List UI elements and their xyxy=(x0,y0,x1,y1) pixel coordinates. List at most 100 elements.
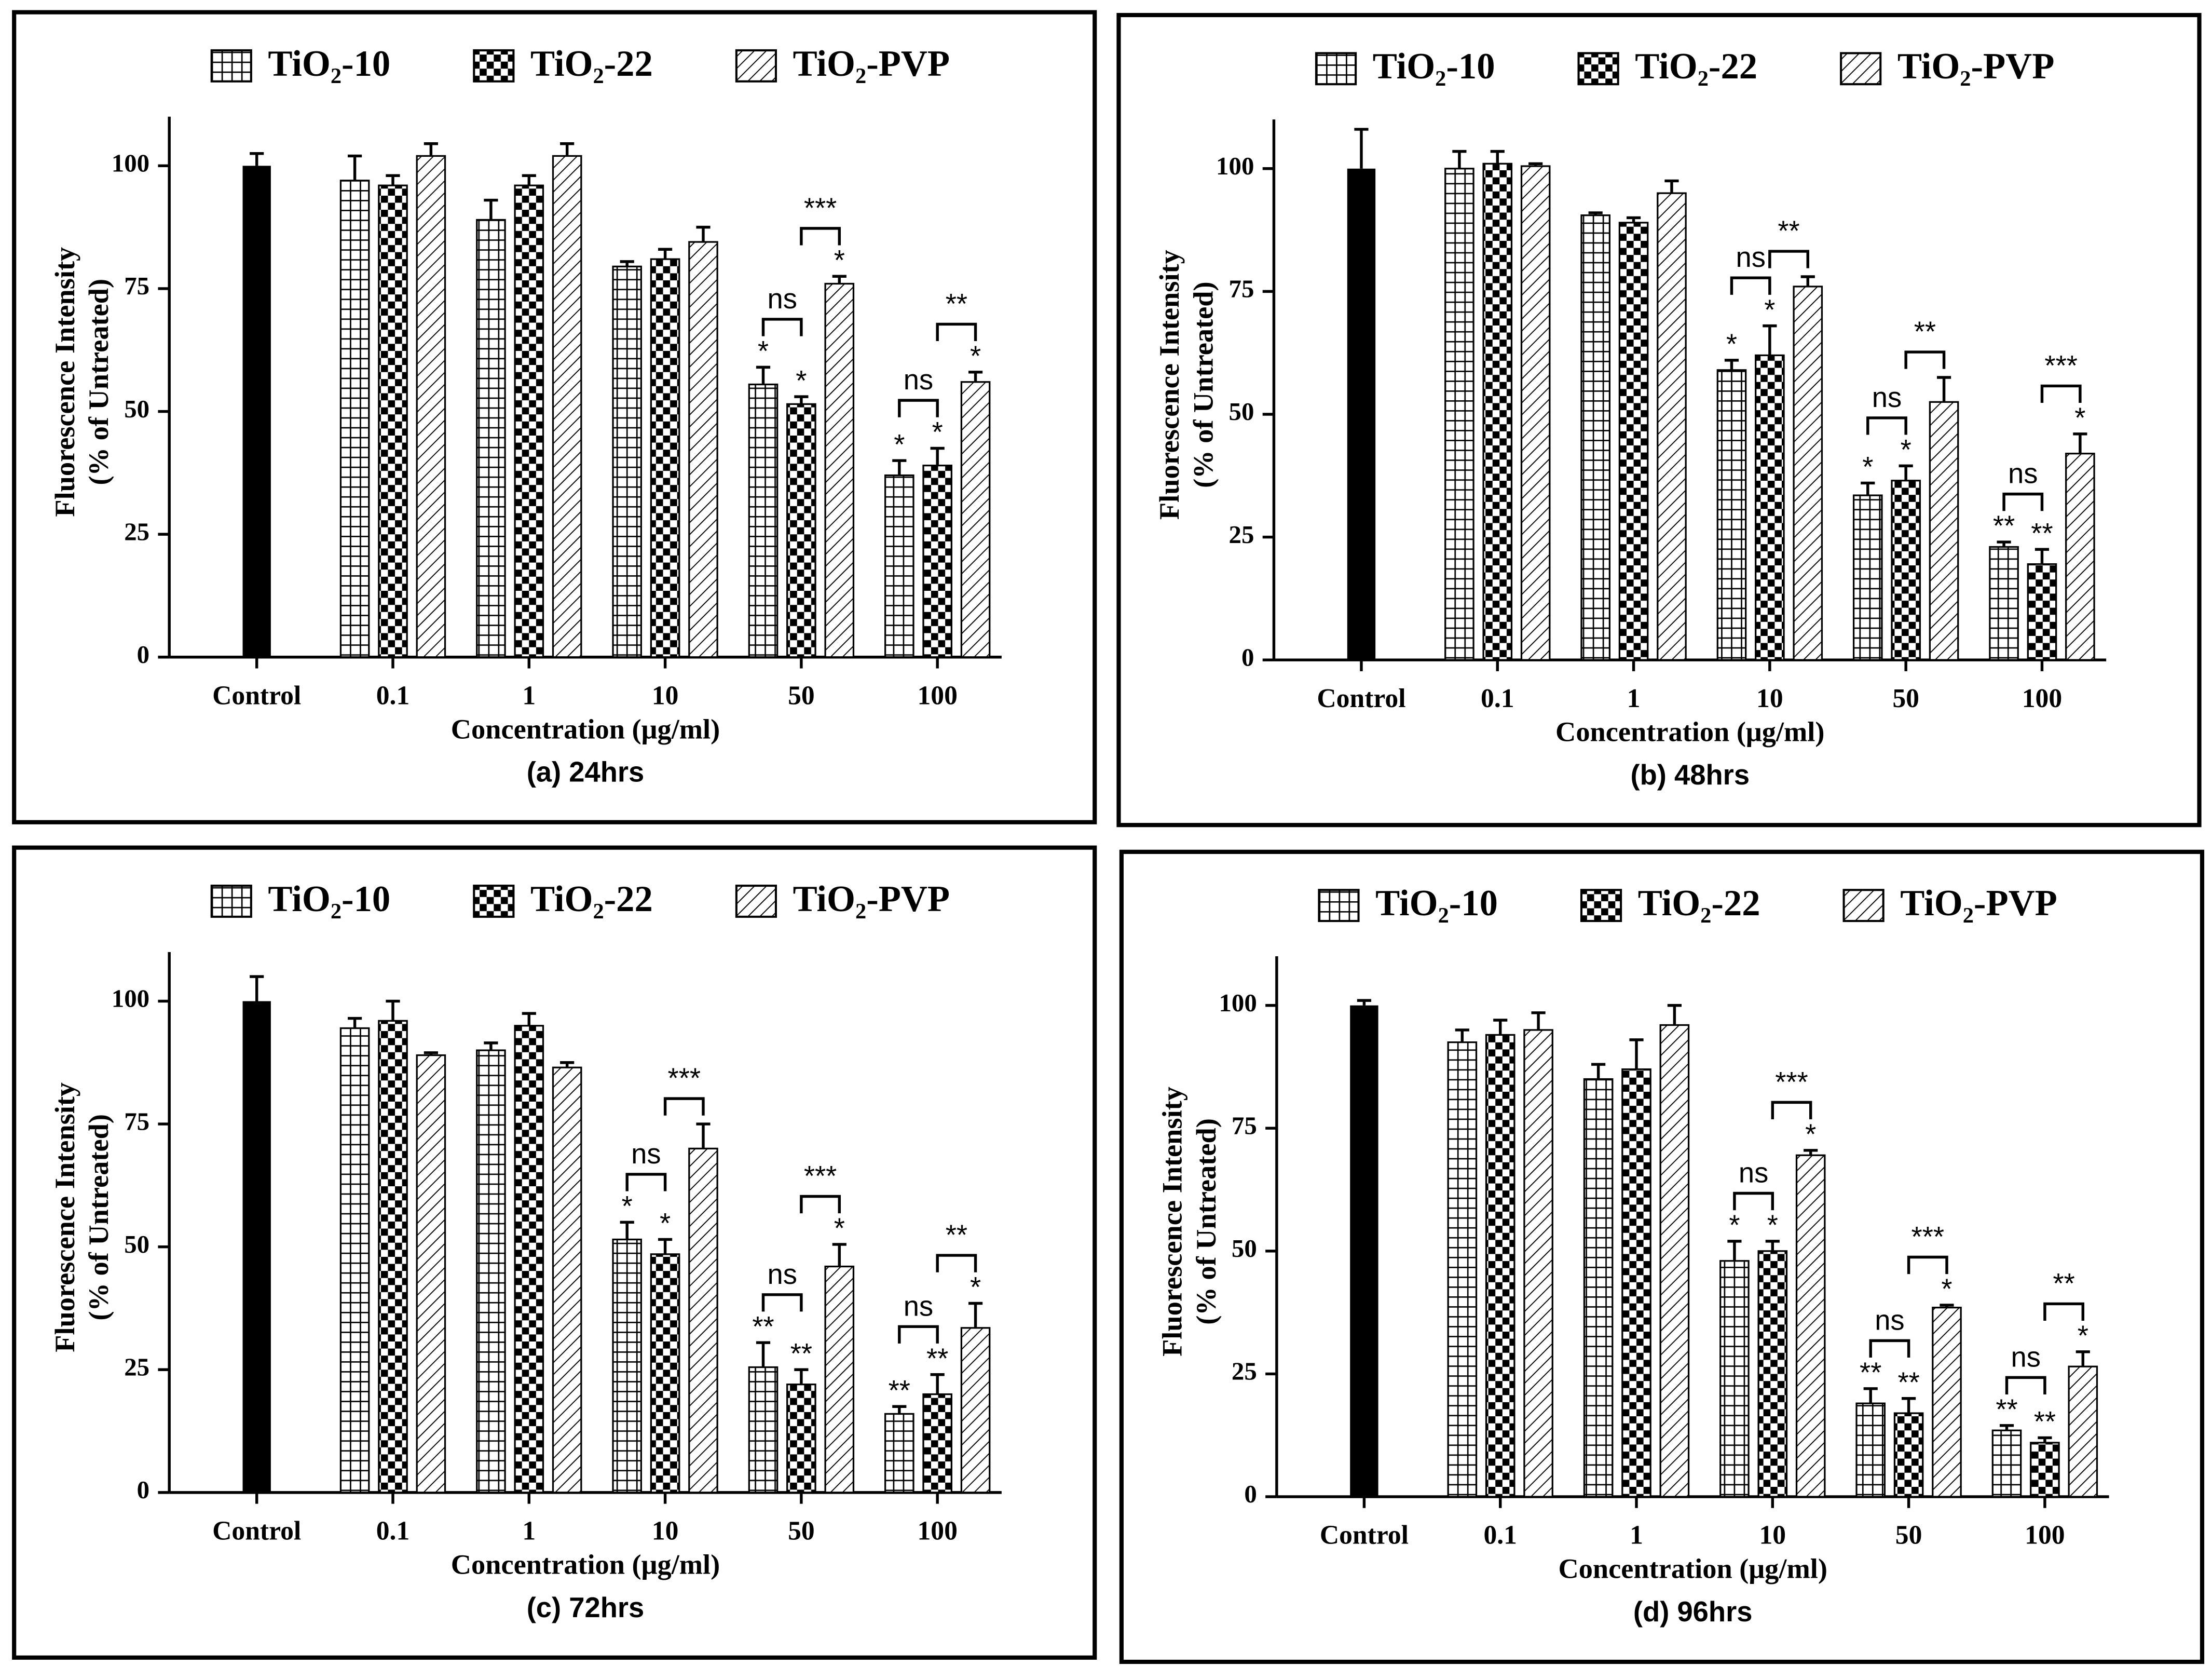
bar xyxy=(552,1066,582,1494)
y-tick-label: 50 xyxy=(124,395,149,423)
comparison-bracket xyxy=(2043,1302,2085,1321)
comparison-bracket xyxy=(2005,1376,2046,1394)
bar xyxy=(1485,1034,1515,1498)
error-bar xyxy=(2073,432,2087,454)
legend-swatch xyxy=(1577,52,1619,86)
error-bar xyxy=(794,1368,809,1385)
y-tick-label: 50 xyxy=(124,1230,149,1258)
y-tick-label: 100 xyxy=(112,984,149,1013)
error-bar xyxy=(386,174,400,186)
error-bar xyxy=(1531,1011,1546,1030)
bar xyxy=(884,1413,914,1494)
x-tick-label: 1 xyxy=(1630,1521,1643,1550)
bar xyxy=(650,258,680,658)
y-tick-label: 50 xyxy=(1228,397,1254,426)
error-bar xyxy=(756,1341,771,1367)
significance-star: * xyxy=(1862,451,1873,483)
comparison-bracket xyxy=(1771,1101,1812,1120)
bar xyxy=(960,1327,991,1494)
error-bar xyxy=(930,1373,945,1394)
x-tick-label: Control xyxy=(1320,1521,1409,1550)
bar xyxy=(748,1366,779,1494)
comparison-bracket xyxy=(1907,1255,1948,1275)
bar xyxy=(552,155,582,658)
significance-star: * xyxy=(970,1271,981,1303)
bar xyxy=(476,1049,506,1494)
error-bar xyxy=(1899,464,1913,481)
comparison-bracket xyxy=(1733,1191,1774,1211)
comparison-bracket xyxy=(2040,384,2082,403)
panel-border xyxy=(12,845,1097,1660)
bar xyxy=(1583,1078,1614,1498)
error-bar xyxy=(794,395,809,404)
error-bar xyxy=(658,1238,673,1254)
x-axis-label: Concentration (μg/ml) xyxy=(1559,1553,1827,1584)
legend-swatch xyxy=(1840,52,1882,86)
bar xyxy=(1444,168,1474,661)
error-bar xyxy=(484,198,498,220)
legend-swatch xyxy=(1315,52,1357,86)
bar xyxy=(1795,1154,1826,1498)
significance-star: * xyxy=(1767,1209,1778,1241)
y-axis-label: Fluorescence Intensity xyxy=(49,247,80,517)
error-bar xyxy=(1763,324,1777,356)
comparison-label: ** xyxy=(946,288,967,319)
bar xyxy=(339,180,370,658)
significance-star: * xyxy=(2074,402,2085,433)
bar xyxy=(1618,222,1649,661)
caption: (b) 48hrs xyxy=(1631,759,1750,791)
significance-star: * xyxy=(758,335,769,367)
comparison-bracket xyxy=(761,1293,803,1312)
y-axis-label: Fluorescence Intensity xyxy=(1157,1087,1188,1357)
comparison-label: ns xyxy=(767,1258,797,1290)
significance-star: * xyxy=(1941,1273,1952,1305)
significance-star: ** xyxy=(1996,1393,2017,1425)
legend-swatch xyxy=(735,49,777,83)
y-tick-label: 25 xyxy=(1232,1357,1257,1386)
bar xyxy=(824,282,855,658)
error-bar xyxy=(658,248,673,260)
y-tick-label: 0 xyxy=(137,1475,149,1504)
y-tick-label: 75 xyxy=(124,272,149,300)
panel: TiO₂-10 TiO₂-22 TiO₂-PVP 0 25 50 75 100 Control 0… xyxy=(1119,849,2205,1664)
error-bar xyxy=(1902,1397,1916,1414)
legend-label: TiO₂-22 xyxy=(530,879,653,919)
error-bar xyxy=(1354,128,1369,169)
panel-border xyxy=(1119,849,2205,1664)
error-bar xyxy=(1452,150,1467,169)
error-bar xyxy=(560,142,575,156)
error-bar xyxy=(2076,1350,2090,1367)
comparison-label: ns xyxy=(1872,382,1902,413)
significance-star: ** xyxy=(1897,1366,1919,1398)
caption: (a) 24hrs xyxy=(527,756,645,788)
legend-label: TiO₂-PVP xyxy=(1900,883,2057,924)
comparison-label: ns xyxy=(904,1290,933,1322)
panel: TiO₂-10 TiO₂-22 TiO₂-PVP 0 25 50 75 100 Control 0… xyxy=(12,10,1097,824)
error-bar xyxy=(1940,1304,1954,1308)
significance-star: * xyxy=(1901,434,1911,466)
comparison-bracket xyxy=(761,318,803,336)
bar xyxy=(476,219,506,658)
legend-swatch xyxy=(210,49,252,83)
error-bar xyxy=(348,1017,362,1028)
bar xyxy=(2068,1365,2098,1498)
error-bar xyxy=(1626,216,1641,223)
legend-swatch xyxy=(473,885,515,918)
error-bar xyxy=(1804,1149,1818,1156)
legend-swatch xyxy=(735,885,777,918)
error-bar xyxy=(1997,540,2011,547)
significance-star: * xyxy=(894,428,905,460)
comparison-label: *** xyxy=(1775,1066,1808,1097)
y-tick-label: 0 xyxy=(1241,643,1254,671)
legend-swatch xyxy=(1580,889,1622,923)
comparison-bracket xyxy=(1866,416,1907,435)
bar xyxy=(1657,192,1687,661)
error-bar xyxy=(250,152,264,166)
significance-star: * xyxy=(622,1190,633,1222)
comparison-bracket xyxy=(898,399,939,417)
x-tick-label: 1 xyxy=(522,1516,536,1546)
error-bar xyxy=(930,446,945,466)
y-axis-label: (% of Untreated) xyxy=(1187,281,1219,488)
error-bar xyxy=(1664,179,1679,194)
y-tick-label: 100 xyxy=(1216,152,1254,180)
